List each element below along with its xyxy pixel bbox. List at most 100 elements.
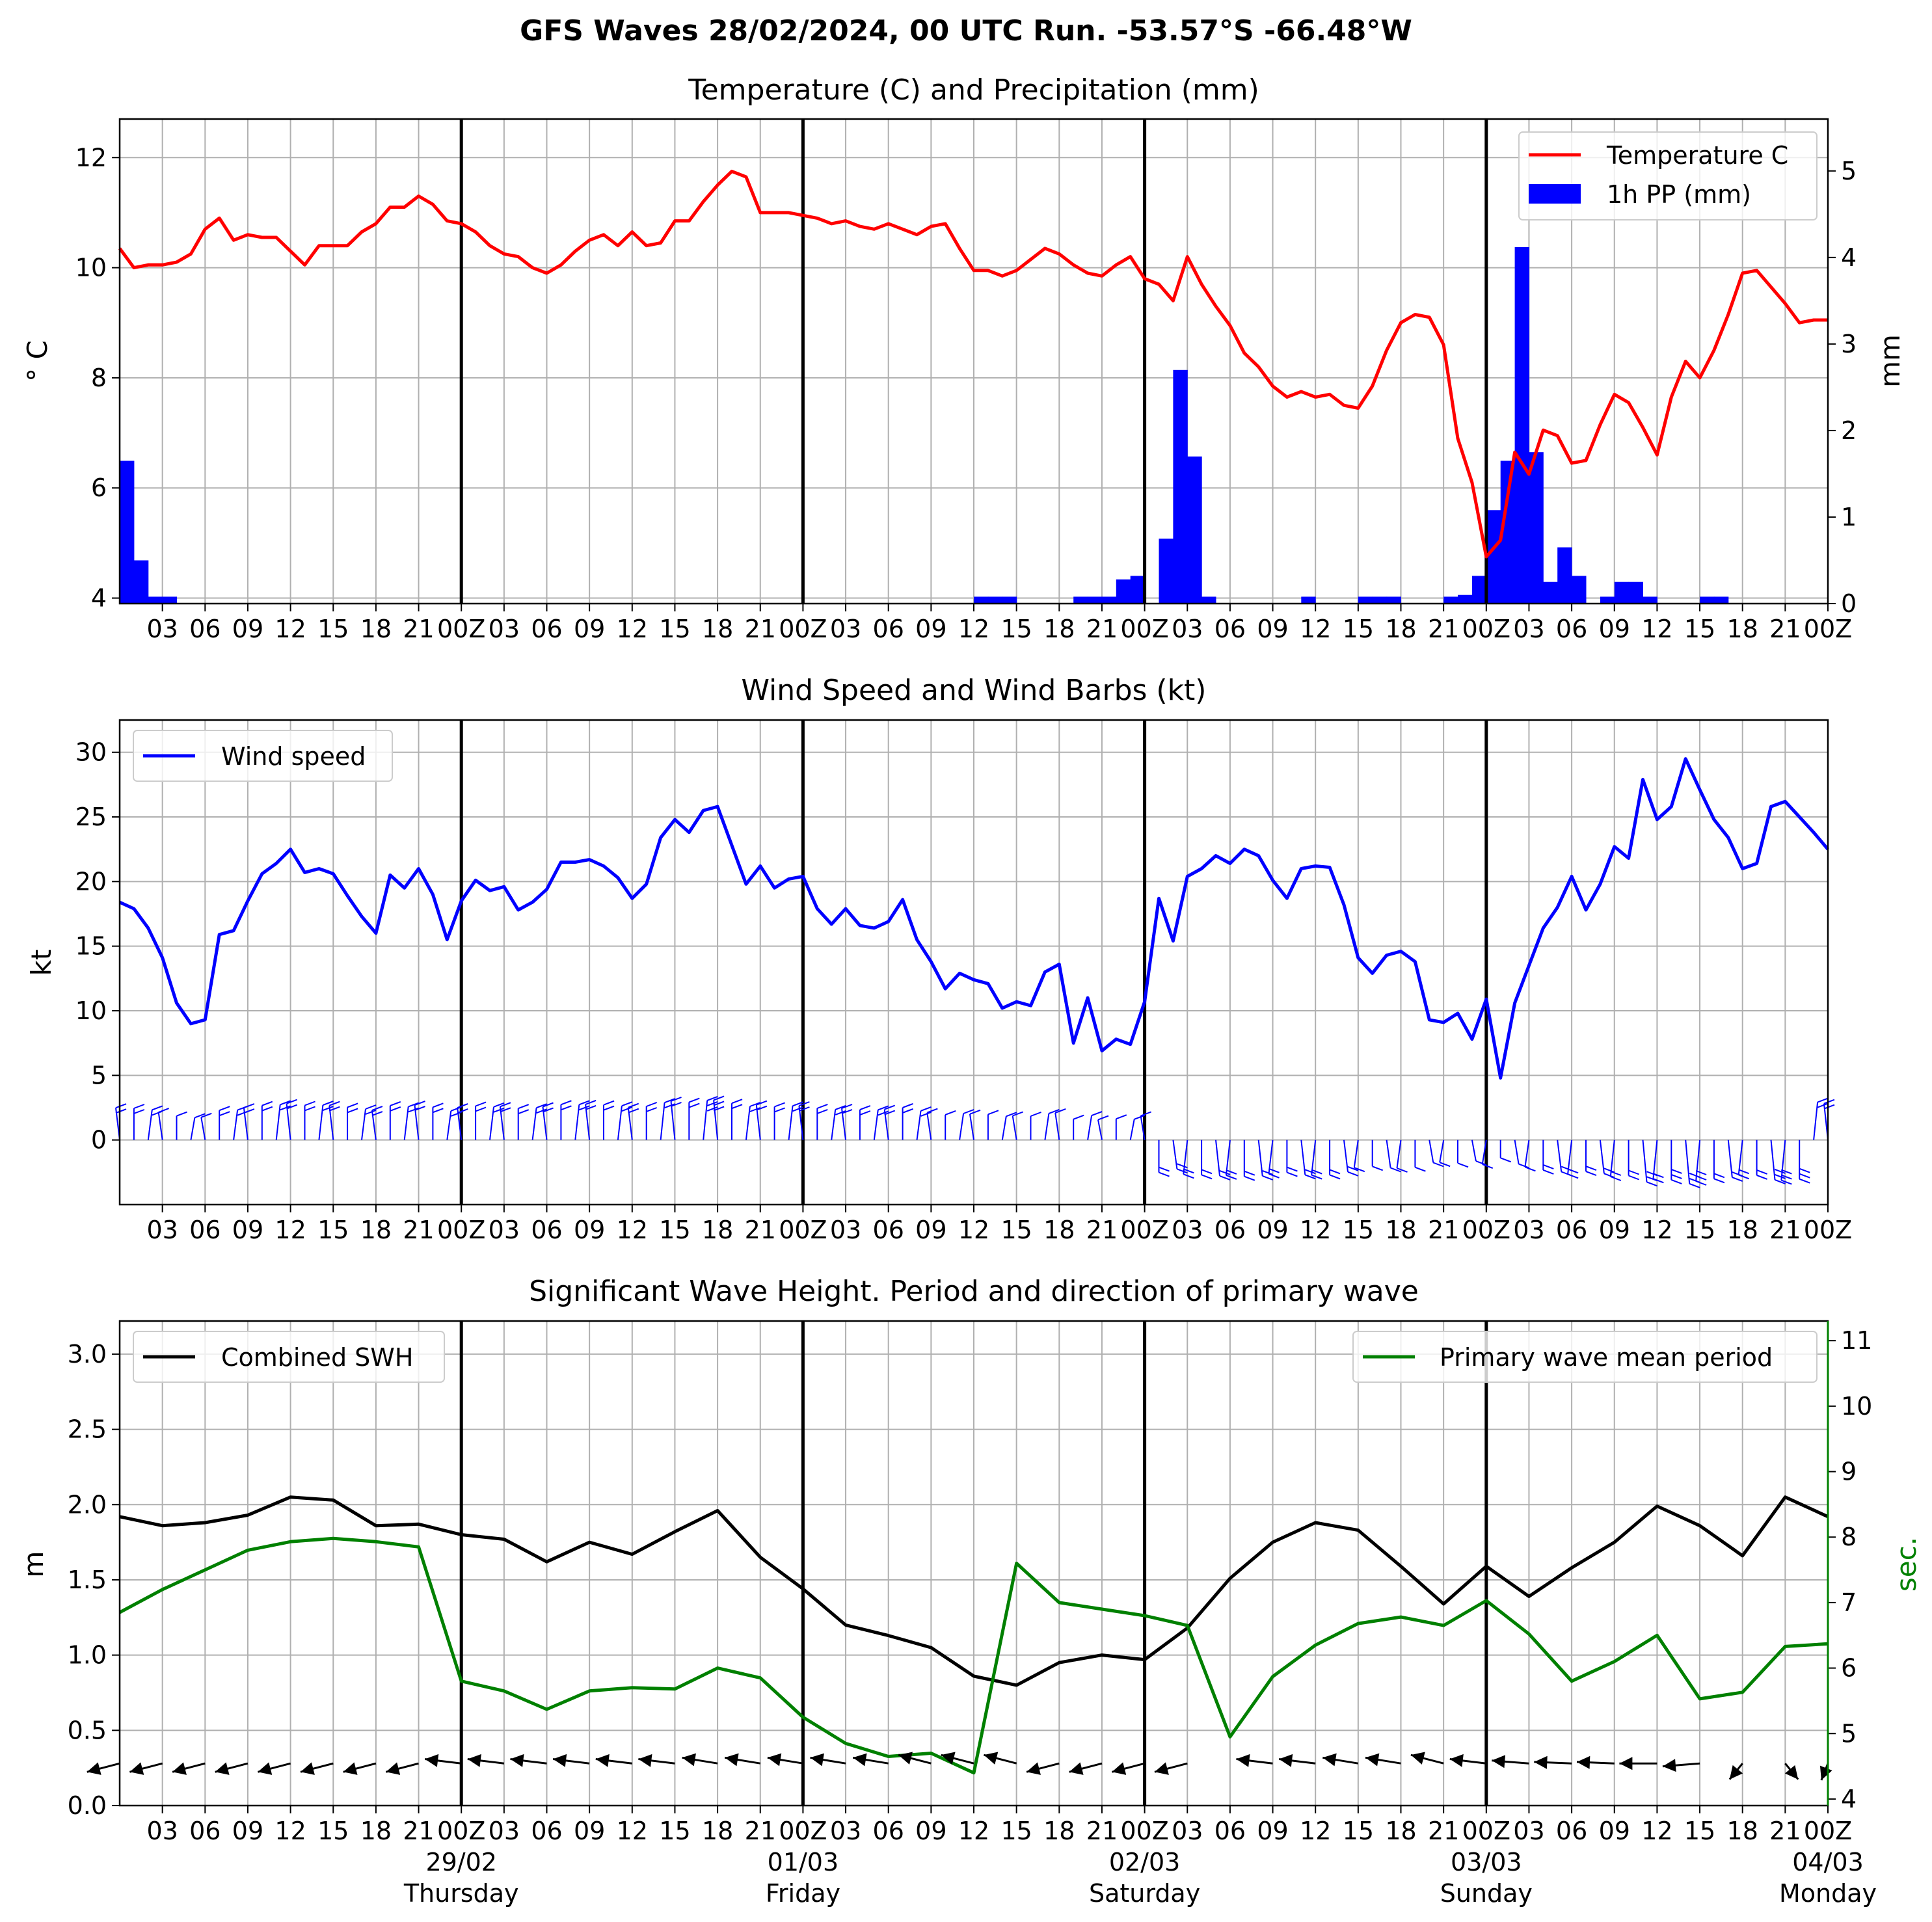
- precip-bar: [1102, 596, 1117, 604]
- wind-barb-feather: [1049, 1108, 1060, 1114]
- wind-barb-feather: [1817, 1097, 1829, 1103]
- wave-arrow-head: [1322, 1753, 1337, 1767]
- wind-barb: [713, 1100, 719, 1140]
- wind-barb: [1557, 1140, 1563, 1172]
- precip-bar: [1130, 576, 1146, 604]
- wind-barb-feather: [1567, 1173, 1579, 1179]
- x-tick-label: 06: [531, 615, 562, 643]
- wind-barb: [1599, 1140, 1605, 1174]
- wave-arrow-head: [1619, 1757, 1633, 1770]
- wind-barb-feather: [1329, 1169, 1341, 1175]
- wind-barb-feather: [1415, 1166, 1426, 1172]
- wind-barb: [1300, 1140, 1306, 1175]
- wind-barb: [403, 1106, 409, 1140]
- wind-barb: [969, 1114, 974, 1140]
- y2-tick-label: 7: [1841, 1588, 1857, 1617]
- x-tick-label: 12: [958, 1216, 989, 1244]
- x-tick-label: 21: [1086, 1216, 1118, 1244]
- wave-arrow-head: [301, 1762, 315, 1775]
- x-tick-label: 06: [1556, 615, 1587, 643]
- wave-arrow-head: [343, 1762, 358, 1775]
- x-tick-label: 03: [1172, 1216, 1203, 1244]
- x-tick-label: 00Z: [779, 615, 827, 643]
- x-tick-label: 18: [1385, 1216, 1416, 1244]
- wind-barb-feather: [450, 1106, 462, 1112]
- wind-barb-feather: [1219, 1169, 1231, 1175]
- wind-barb-feather: [1775, 1173, 1786, 1179]
- x-tick-label: 00Z: [1462, 1216, 1510, 1244]
- wind-barb: [414, 1104, 420, 1140]
- x-tick-label: 06: [189, 1216, 221, 1244]
- wind-barb-feather: [1262, 1175, 1274, 1181]
- precip-bar: [1529, 452, 1544, 604]
- wind-barb-feather: [365, 1104, 377, 1110]
- wind-barb: [1481, 1140, 1487, 1165]
- legend-swh: Combined SWH: [133, 1331, 445, 1383]
- x-tick-label: 09: [1257, 1817, 1288, 1845]
- wind-barb-feather: [706, 1106, 718, 1112]
- x-tick-label: 03: [146, 1216, 178, 1244]
- y2-tick-label: 9: [1841, 1458, 1857, 1486]
- wind-barb-feather: [219, 1106, 230, 1112]
- wind-barb-feather: [1219, 1175, 1231, 1181]
- wind-barb: [959, 1113, 965, 1140]
- x-tick-label: 21: [745, 1817, 776, 1845]
- x-tick-label: 15: [1343, 1817, 1374, 1845]
- wind-barb: [831, 1109, 837, 1140]
- wind-barb: [318, 1104, 324, 1140]
- wind-barb: [1001, 1116, 1007, 1140]
- wind-barb-feather: [1585, 1166, 1597, 1171]
- wind-barb-feather: [408, 1102, 420, 1108]
- x-tick-label: 06: [189, 615, 221, 643]
- y-tick-label: 25: [75, 803, 107, 831]
- y2-tick-label: 8: [1841, 1523, 1857, 1551]
- wind-barb: [1257, 1140, 1263, 1177]
- precip-bar: [1116, 579, 1131, 604]
- x-tick-label: 00Z: [1804, 1216, 1852, 1244]
- x-tick-label: 15: [1000, 1216, 1032, 1244]
- swh-y-label: m: [18, 1551, 49, 1578]
- precip-bar: [1486, 510, 1501, 604]
- wave-arrow-head: [215, 1762, 230, 1775]
- wind-barb-feather: [1268, 1173, 1280, 1179]
- wave-arrow-head: [467, 1754, 481, 1767]
- wind-barb-feather: [1738, 1174, 1750, 1180]
- x-tick-label: 21: [1428, 615, 1459, 643]
- day-separators: [459, 720, 1488, 1205]
- precip-bar: [1471, 576, 1487, 604]
- wind-barb-feather: [1097, 1115, 1109, 1121]
- wave-arrow-head: [682, 1753, 696, 1767]
- x-tick-label: 06: [531, 1817, 562, 1845]
- wind-barb-feather: [1525, 1166, 1536, 1172]
- wind-barb-feather: [286, 1104, 297, 1110]
- x-tick-label: 06: [531, 1216, 562, 1244]
- x-tick-label: 12: [1641, 615, 1672, 643]
- x-tick-label: 15: [317, 1817, 349, 1845]
- wind-barb-feather: [1012, 1111, 1024, 1117]
- wind-barb-feather: [749, 1107, 761, 1112]
- x-tick-label: 15: [317, 615, 349, 643]
- x-tick-label: 09: [915, 1817, 946, 1845]
- wind-barb: [531, 1108, 537, 1140]
- wave-arrow-head: [386, 1762, 401, 1775]
- x-tick-label: 18: [702, 615, 733, 643]
- wind-barb-feather: [1542, 1169, 1554, 1175]
- wind-barb-feather: [945, 1110, 956, 1115]
- x-tick-label: 12: [958, 615, 989, 643]
- x-tick-label: 21: [1769, 1817, 1801, 1845]
- wind-barb-feather: [1567, 1168, 1579, 1174]
- wave-arrow-head: [941, 1752, 956, 1765]
- temperature-line: [118, 169, 1828, 559]
- wind-barb-feather: [902, 1102, 913, 1108]
- wind-barb-feather: [152, 1105, 163, 1111]
- x-tick-label: 18: [702, 1216, 733, 1244]
- wind-barb: [361, 1108, 366, 1140]
- x-tick-label: 03: [146, 615, 178, 643]
- legend: Wind speed: [133, 730, 393, 782]
- wind-speed-line: [118, 757, 1829, 1080]
- wind-barb: [1567, 1140, 1573, 1175]
- wave-arrow-head: [1729, 1765, 1743, 1780]
- wind-barb-feather: [1201, 1169, 1213, 1175]
- wind-barb: [1396, 1140, 1402, 1169]
- temperature-precip-title: Temperature (C) and Precipitation (mm): [688, 73, 1259, 107]
